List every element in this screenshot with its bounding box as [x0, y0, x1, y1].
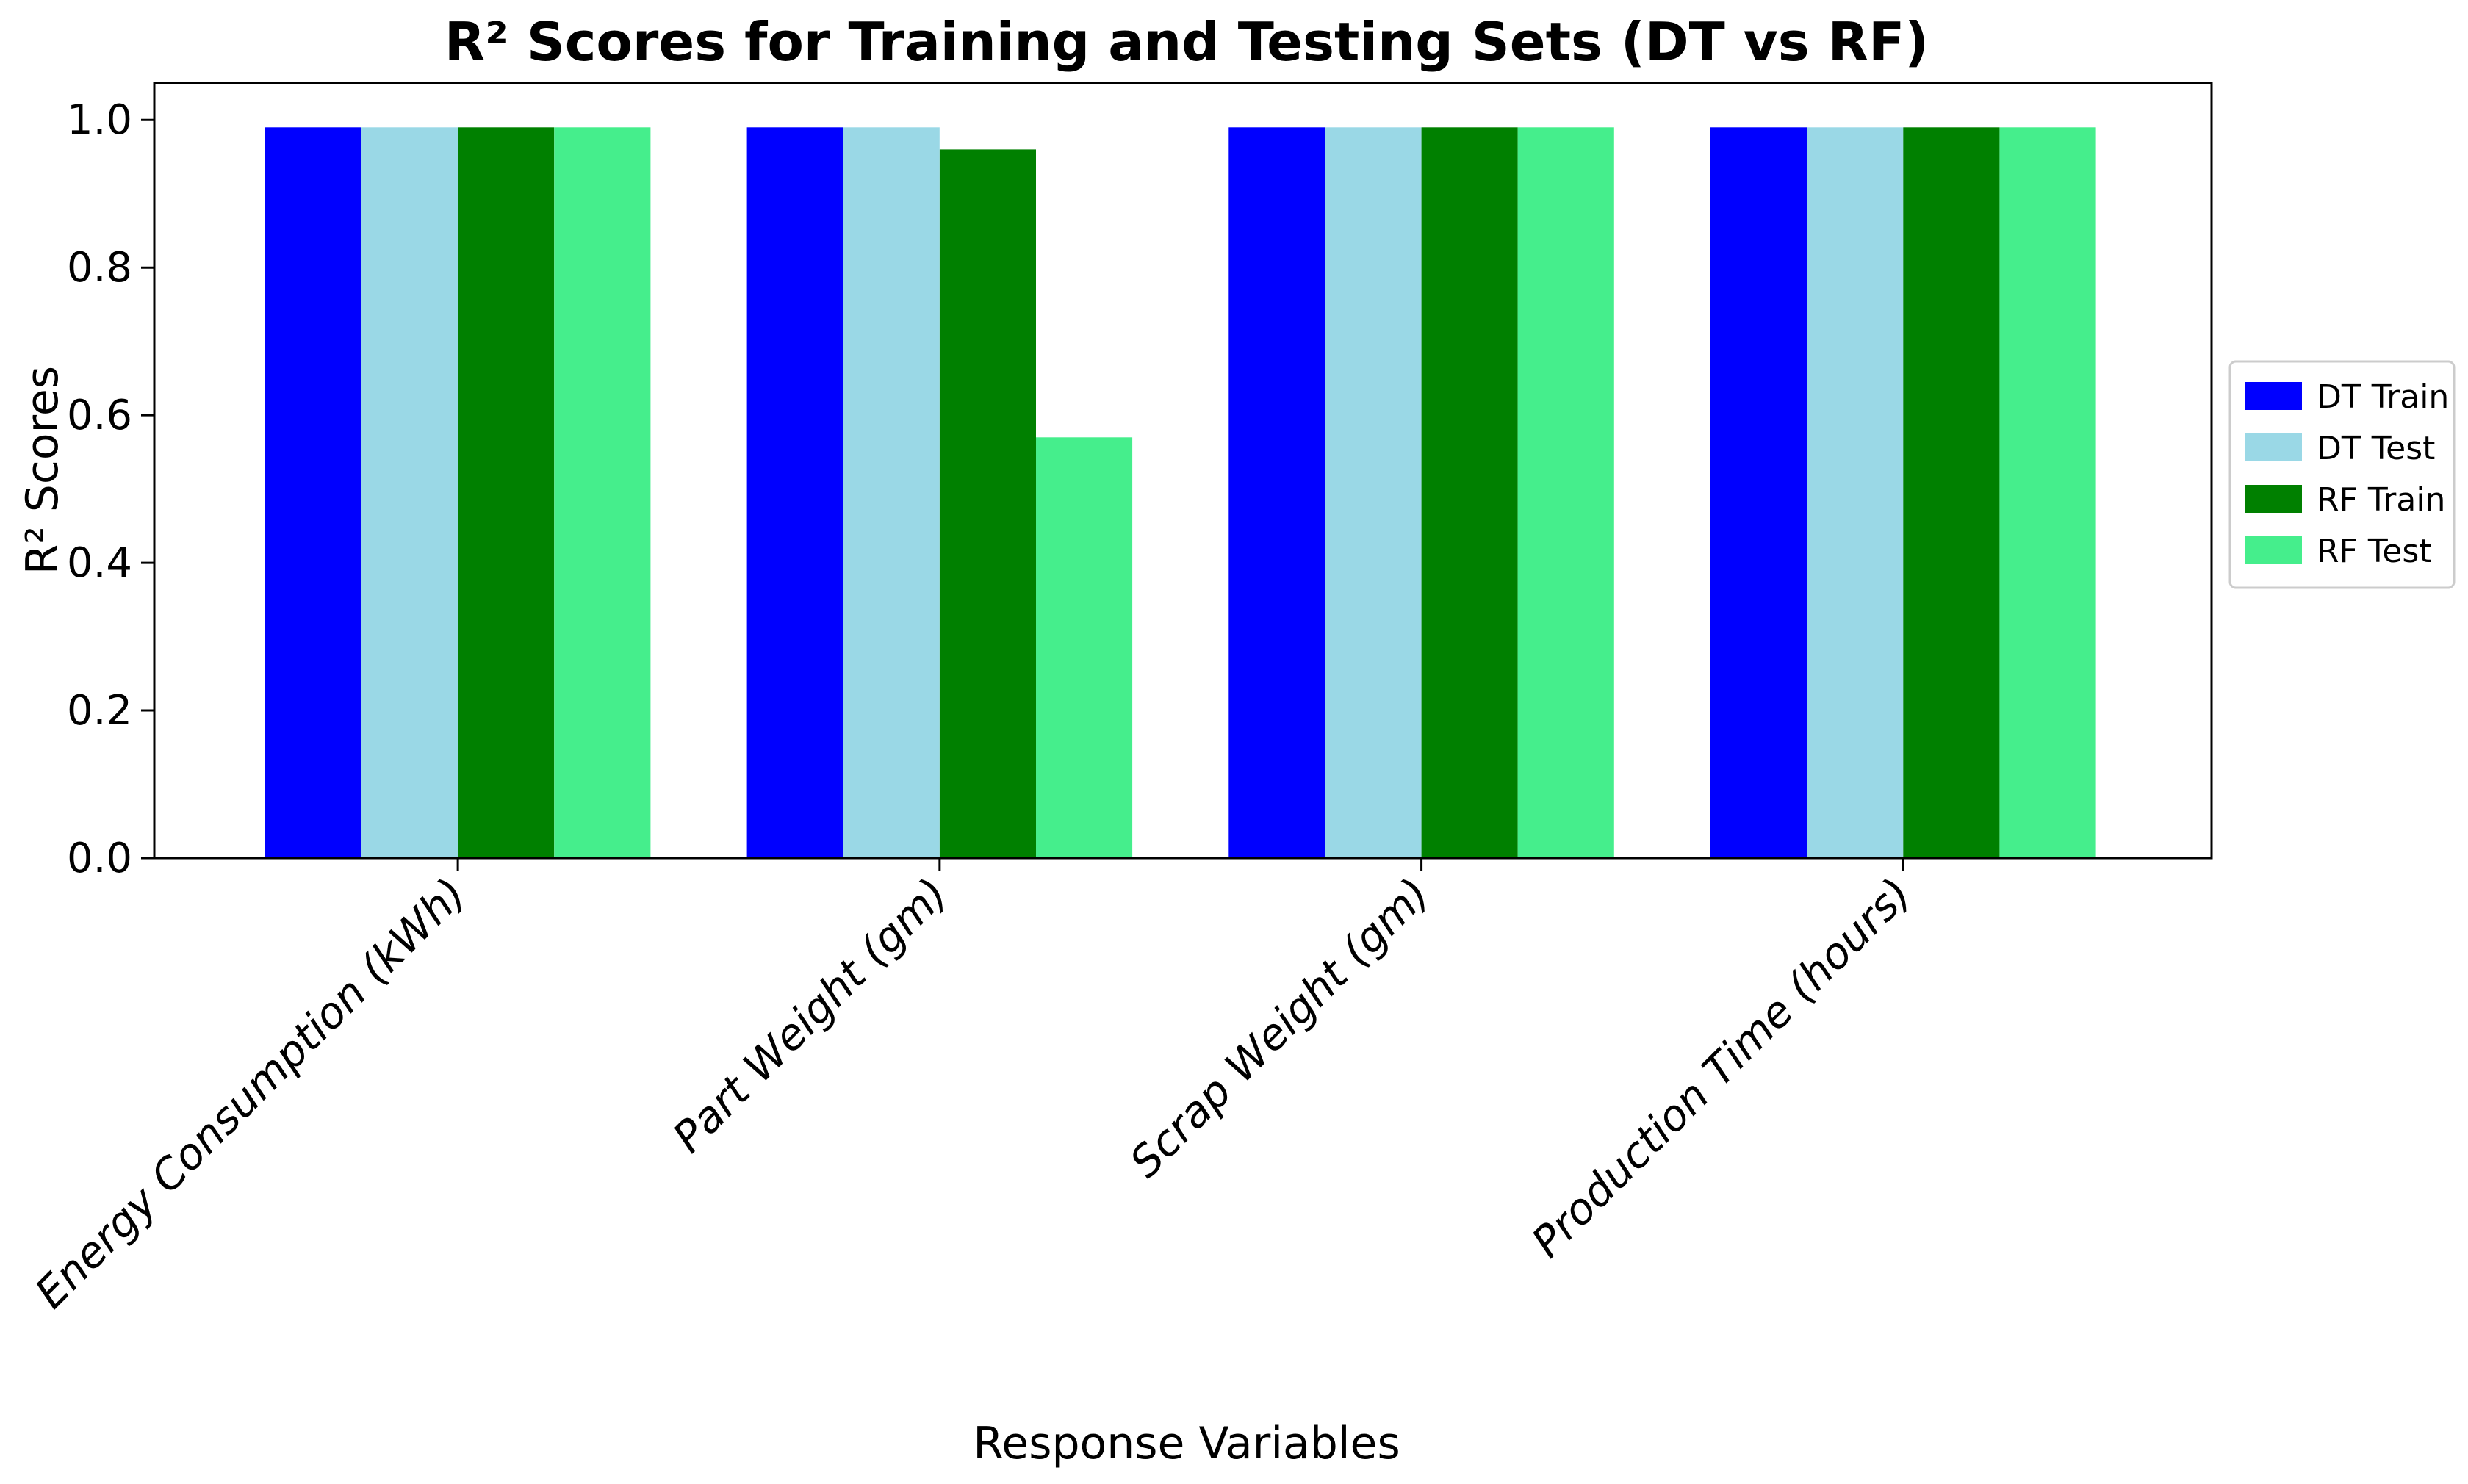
- x-tick-label: Scrap Weight (gm): [1120, 868, 1439, 1187]
- legend-swatch: [2245, 536, 2302, 564]
- y-tick-label: 0.2: [67, 687, 132, 735]
- y-tick-label: 0.6: [67, 392, 132, 439]
- legend-swatch: [2245, 485, 2302, 513]
- bar-dt-train-2: [746, 127, 843, 859]
- bar-dt-test-3: [1325, 127, 1422, 859]
- bar-rf-train-3: [1421, 127, 1518, 859]
- y-tick-label: 0.4: [67, 539, 132, 587]
- legend-label: DT Test: [2317, 430, 2435, 467]
- legend-label: DT Train: [2317, 378, 2449, 416]
- legend-swatch: [2245, 433, 2302, 461]
- x-axis: Energy Consumption (kWh) Part Weight (gm)…: [26, 858, 1921, 1318]
- bar-rf-test-2: [1036, 437, 1133, 858]
- legend-label: RF Train: [2317, 481, 2445, 519]
- y-tick-label: 0.8: [67, 244, 132, 292]
- bar-rf-train-4: [1903, 127, 2000, 859]
- bar-rf-test-1: [554, 127, 651, 859]
- x-tick-label: Energy Consumption (kWh): [26, 868, 475, 1318]
- plot-frame: [153, 82, 2213, 860]
- bar-dt-train-1: [265, 127, 361, 859]
- bars-layer: [265, 127, 2096, 859]
- bar-rf-train-2: [939, 149, 1036, 858]
- bar-dt-train-4: [1710, 127, 1807, 859]
- x-tick-label: Part Weight (gm): [663, 868, 957, 1162]
- bar-dt-test-1: [361, 127, 458, 859]
- legend-box: [2228, 360, 2456, 589]
- bar-rf-test-4: [1999, 127, 2096, 859]
- bar-rf-test-3: [1517, 127, 1614, 859]
- legend: DT Train DT Test RF Train RF Test: [2228, 360, 2456, 589]
- bar-dt-test-2: [843, 127, 940, 859]
- legend-swatch: [2245, 382, 2302, 410]
- y-axis: 0.0 0.2 0.4 0.6 0.8 1.0: [67, 96, 154, 882]
- x-axis-label: Response Variables: [973, 1418, 1400, 1469]
- chart-title: R² Scores for Training and Testing Sets …: [445, 11, 1929, 73]
- bar-dt-test-4: [1807, 127, 1904, 859]
- y-tick-label: 0.0: [67, 835, 132, 882]
- legend-label: RF Test: [2317, 533, 2432, 570]
- bar-rf-train-1: [458, 127, 555, 859]
- bar-dt-train-3: [1228, 127, 1325, 859]
- x-tick-label: Production Time (hours): [1522, 868, 1921, 1267]
- y-axis-label: R² Scores: [17, 366, 68, 574]
- y-tick-label: 1.0: [67, 96, 132, 144]
